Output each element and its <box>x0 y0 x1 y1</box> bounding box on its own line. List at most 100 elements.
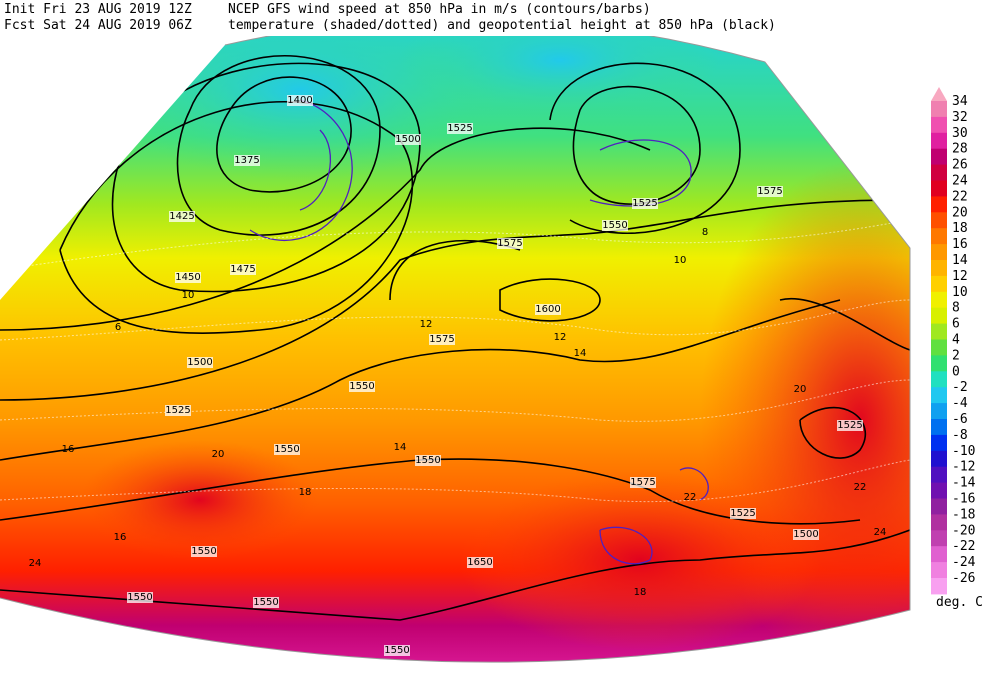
colorbar-label: -12 <box>952 460 975 475</box>
forecast-time: Fcst Sat 24 AUG 2019 06Z <box>4 18 192 33</box>
colorbar-label: -20 <box>952 523 975 538</box>
colorbar-unit: deg. C <box>936 595 983 610</box>
colorbar-label: -18 <box>952 507 975 522</box>
height-label: 1550 <box>602 220 627 231</box>
height-label: 1600 <box>535 304 560 315</box>
colorbar-label: 24 <box>952 174 968 189</box>
height-label: 1475 <box>230 264 255 275</box>
colorbar-swatch <box>931 562 947 579</box>
colorbar-swatch <box>931 387 947 404</box>
height-label-bg <box>497 238 523 249</box>
wind-contours <box>249 99 709 565</box>
title: NCEP GFS wind speed at 850 hPa in m/s (c… <box>228 2 651 17</box>
height-label-bg <box>191 546 217 557</box>
colorbar-swatch <box>931 371 947 388</box>
colorbar-swatch <box>931 228 947 245</box>
colorbar-swatch <box>931 132 947 150</box>
colorbar-swatch <box>931 482 947 499</box>
colorbar-cap <box>931 87 947 101</box>
temperature-label: 12 <box>554 332 567 343</box>
height-contours <box>0 55 910 621</box>
colorbar-swatch <box>931 244 947 261</box>
map-labels: 1400 1375 1425 1450 1475 1500 1525 1575 1600 1575… <box>29 95 887 656</box>
height-label-bg <box>793 529 819 540</box>
colorbar-swatch <box>931 260 947 277</box>
colorbar-swatch <box>931 275 947 293</box>
height-label-bg <box>467 557 493 568</box>
colorbar-label: 16 <box>952 237 968 252</box>
colorbar-label: 34 <box>952 94 968 109</box>
height-label: 1575 <box>497 238 522 249</box>
temperature-label: 14 <box>574 348 587 359</box>
colorbar-label: -6 <box>952 412 968 427</box>
temperature-label: 6 <box>115 322 121 333</box>
temperature-label: 24 <box>874 527 887 538</box>
height-label: 1650 <box>467 557 492 568</box>
height-label: 1575 <box>757 186 782 197</box>
temperature-label: 22 <box>854 482 867 493</box>
height-label-bg <box>175 272 201 283</box>
height-label: 1575 <box>429 334 454 345</box>
height-label: 1450 <box>175 272 200 283</box>
temperature-label: 12 <box>420 319 433 330</box>
colorbar-swatch <box>931 339 947 356</box>
colorbar-swatch <box>931 498 947 515</box>
height-label: 1525 <box>837 420 862 431</box>
colorbar-label: 30 <box>952 126 968 141</box>
colorbar-label: 6 <box>952 317 960 332</box>
height-label-bg <box>253 597 279 608</box>
height-label: 1525 <box>165 405 190 416</box>
colorbar-swatch <box>931 164 947 181</box>
colorbar-label: 10 <box>952 285 968 300</box>
subtitle: temperature (shaded/dotted) and geopoten… <box>228 18 776 33</box>
height-label-bg <box>274 444 300 455</box>
height-label: 1550 <box>253 597 278 608</box>
temperature-label: 10 <box>182 290 195 301</box>
temperature-label: 8 <box>702 227 708 238</box>
colorbar-label: 4 <box>952 333 960 348</box>
height-label-bg <box>602 220 628 231</box>
colorbar-label: 8 <box>952 301 960 316</box>
colorbar-label: 12 <box>952 269 968 284</box>
temperature-label: 20 <box>794 384 807 395</box>
colorbar-swatch <box>931 116 947 134</box>
colorbar-swatch <box>931 466 947 484</box>
temperature-label: 14 <box>394 442 407 453</box>
colorbar: 3432302826242220181614121086420-2-4-6-8-… <box>931 87 976 595</box>
colorbar-label: 14 <box>952 253 968 268</box>
colorbar-swatch <box>931 403 947 420</box>
colorbar-swatch <box>931 196 947 213</box>
height-label-bg <box>165 405 191 416</box>
height-label: 1550 <box>127 592 152 603</box>
height-label-bg <box>384 645 410 656</box>
height-label-bg <box>429 334 455 345</box>
height-label: 1550 <box>384 645 409 656</box>
height-label: 1550 <box>349 381 374 392</box>
height-label-bg <box>837 420 863 431</box>
colorbar-swatch <box>931 450 947 468</box>
height-label: 1400 <box>287 95 312 106</box>
colorbar-swatch <box>931 148 947 166</box>
height-label-bg <box>187 357 213 368</box>
height-label: 1575 <box>630 477 655 488</box>
height-label: 1500 <box>187 357 212 368</box>
height-label-bg <box>395 134 421 145</box>
height-label: 1525 <box>632 198 657 209</box>
height-label: 1375 <box>234 155 259 166</box>
height-label-bg <box>632 198 658 209</box>
colorbar-swatch <box>931 212 947 229</box>
colorbar-swatch <box>931 546 947 563</box>
height-label-bg <box>757 186 783 197</box>
colorbar-label: 32 <box>952 110 968 125</box>
colorbar-swatch <box>931 530 947 547</box>
colorbar-label: 22 <box>952 189 968 204</box>
temperature-label: 16 <box>62 444 75 455</box>
colorbar-swatch <box>931 578 947 595</box>
temperature-label: 24 <box>29 558 42 569</box>
height-label-bg <box>127 592 153 603</box>
colorbar-label: 26 <box>952 158 968 173</box>
colorbar-swatch <box>931 180 947 197</box>
height-label: 1425 <box>169 211 194 222</box>
